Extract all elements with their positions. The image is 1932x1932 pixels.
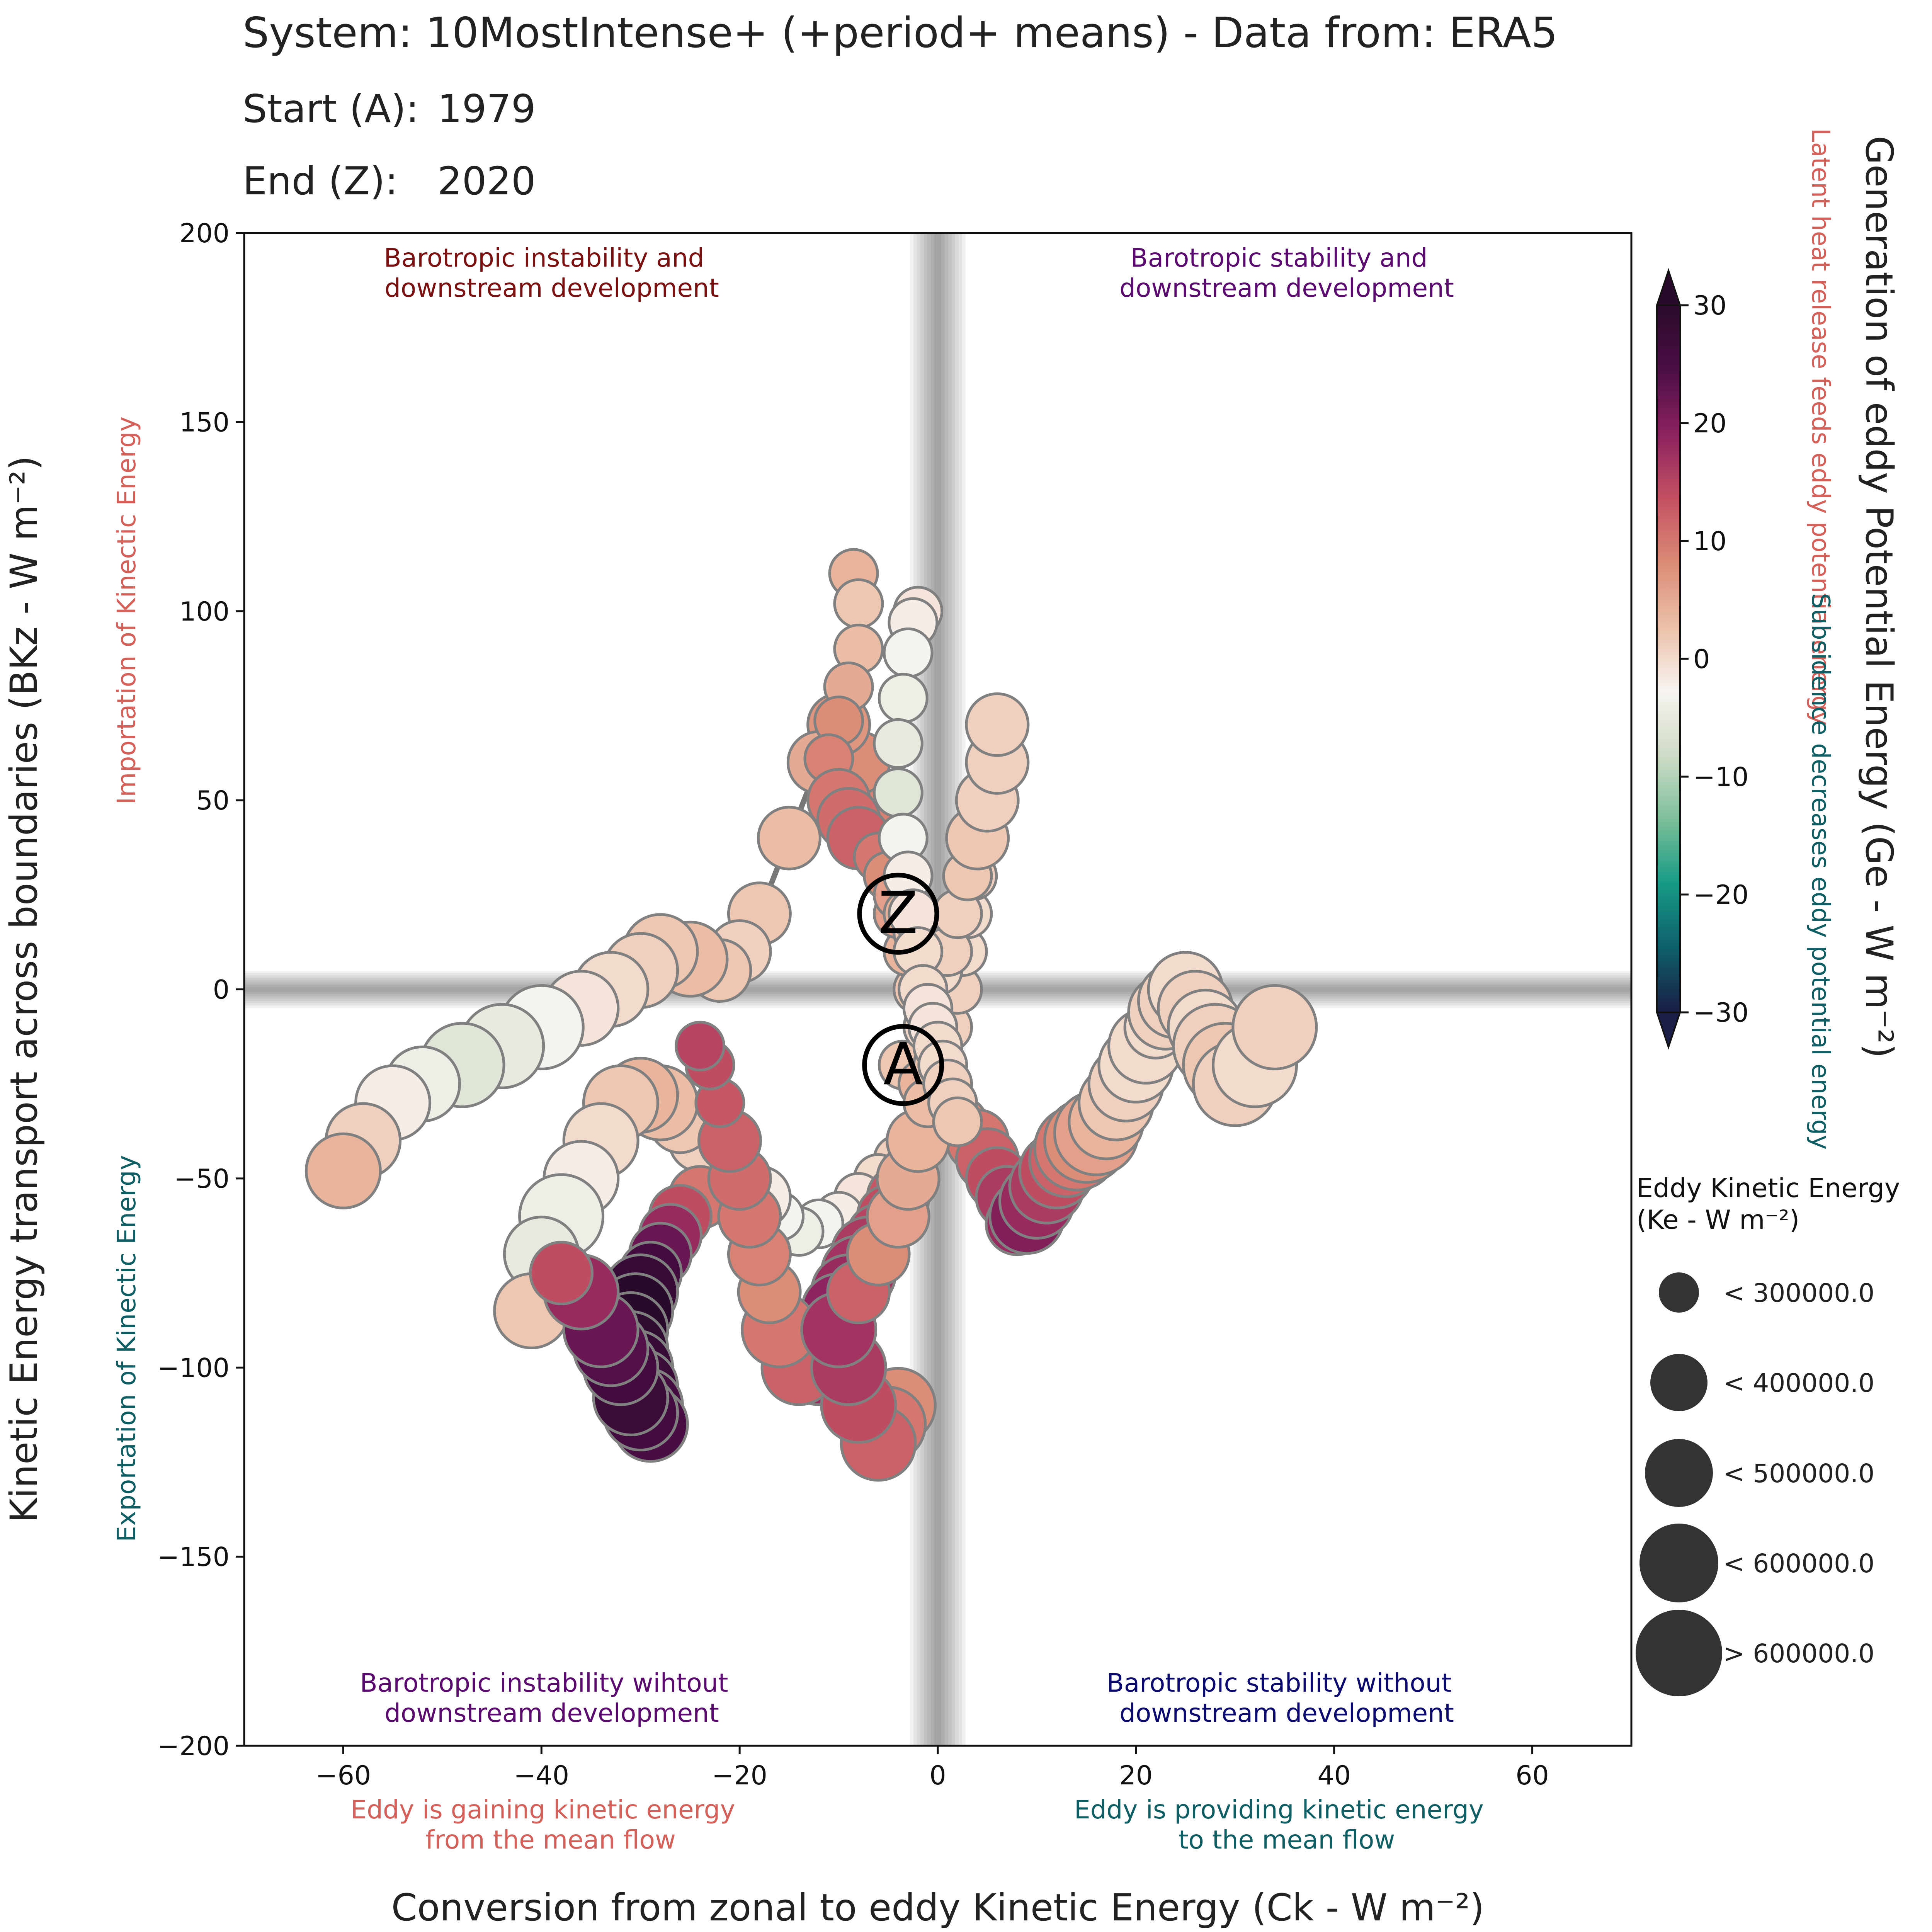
y-negative-note: Exportation of Kinectic Energy — [112, 1155, 141, 1542]
colorbar-label: Generation of eddy Potential Energy (Ge … — [1857, 136, 1901, 1058]
colorbar: −30 −20 −10 0 10 20 30 — [1656, 268, 1749, 1050]
colorbar-tick-label: −10 — [1693, 762, 1749, 793]
quadrant-label-bottom-left-line1: Barotropic instability wihtout — [360, 1668, 728, 1698]
data-point — [675, 1020, 726, 1071]
quadrant-label-top-left-line2: downstream development — [384, 273, 719, 303]
colorbar-tick-label: −20 — [1693, 880, 1749, 910]
quadrant-label-top-left-line1: Barotropic instability and — [384, 243, 704, 273]
y-tick-label: 50 — [196, 786, 230, 816]
x-axis-ticks: −60 −40 −20 0 20 40 60 — [316, 1746, 1549, 1791]
data-point — [878, 673, 929, 724]
y-tick-label: 0 — [213, 975, 230, 1005]
colorbar-tick-label: 10 — [1693, 526, 1727, 557]
size-legend-title: Eddy Kinetic Energy — [1636, 1173, 1900, 1204]
size-legend-subtitle: (Ke - W m⁻²) — [1636, 1205, 1799, 1235]
chart-header-start-value: 1979 — [437, 86, 536, 131]
start-marker-label: A — [883, 1031, 923, 1098]
y-axis-ticks: −200 −150 −100 −50 0 50 100 150 200 — [157, 218, 244, 1762]
x-positive-note-line1: Eddy is providing kinetic energy — [1074, 1795, 1484, 1825]
colorbar-gradient — [1656, 304, 1681, 1013]
size-legend-marker — [1659, 1272, 1699, 1313]
data-points — [304, 548, 1318, 1482]
size-legend-marker — [1639, 1524, 1718, 1602]
x-negative-note-line1: Eddy is gaining kinetic energy — [350, 1795, 735, 1825]
y-tick-label: −200 — [157, 1731, 230, 1762]
size-legend-marker — [1650, 1354, 1708, 1411]
data-point — [1231, 984, 1318, 1070]
y-positive-note: Importation of Kinectic Energy — [112, 417, 141, 804]
data-point — [529, 1241, 594, 1306]
colorbar-extend-top — [1656, 268, 1681, 306]
start-marker-ring — [862, 1024, 944, 1106]
x-tick-label: −20 — [712, 1760, 767, 1791]
x-negative-note-line2: from the mean flow — [425, 1825, 676, 1855]
x-tick-label: 20 — [1119, 1760, 1153, 1791]
colorbar-upper-note: Latent heat release feeds eddy potential… — [1806, 128, 1835, 726]
chart-header-end-label: End (Z): — [243, 158, 398, 204]
size-legend: < 300000.0 < 400000.0 < 500000.0 < 600000.0… — [1636, 1272, 1874, 1696]
y-tick-label: 150 — [179, 407, 230, 438]
data-point — [872, 767, 923, 818]
y-tick-label: 200 — [179, 218, 230, 249]
data-point — [932, 1096, 983, 1147]
x-axis-label: Conversion from zonal to eddy Kinetic En… — [391, 1886, 1485, 1929]
quadrant-label-bottom-right-line2: downstream development — [1119, 1698, 1454, 1728]
quadrant-label-bottom-right-line1: Barotropic stability without — [1107, 1668, 1452, 1698]
colorbar-tick-label: 20 — [1693, 408, 1727, 439]
start-end-markers: AZ — [857, 872, 944, 1106]
end-marker-label: Z — [878, 880, 918, 947]
y-tick-label: 100 — [179, 597, 230, 627]
colorbar-tick-label: 0 — [1693, 644, 1710, 675]
data-point — [965, 692, 1030, 757]
size-legend-marker — [1645, 1439, 1713, 1507]
x-tick-label: 60 — [1515, 1760, 1549, 1791]
y-axis-label: Kinetic Energy transport across boundari… — [2, 456, 46, 1523]
size-legend-label: < 400000.0 — [1723, 1368, 1874, 1398]
data-point — [883, 627, 934, 678]
chart-header-start-label: Start (A): — [243, 86, 419, 131]
data-point — [304, 1132, 382, 1209]
colorbar-extend-bottom — [1656, 1012, 1681, 1050]
x-tick-label: 40 — [1317, 1760, 1351, 1791]
x-tick-label: 0 — [929, 1760, 946, 1791]
size-legend-label: < 600000.0 — [1723, 1549, 1874, 1578]
colorbar-lower-note: Subsidence decreases eddy potential ener… — [1806, 593, 1835, 1150]
quadrant-label-top-right-line2: downstream development — [1119, 273, 1454, 303]
size-legend-label: < 500000.0 — [1723, 1459, 1874, 1488]
x-tick-label: −40 — [514, 1760, 570, 1791]
x-positive-note-line2: to the mean flow — [1179, 1825, 1395, 1855]
y-tick-label: −150 — [157, 1542, 230, 1573]
chart-header-system: System: 10MostIntense+ (+period+ means) … — [243, 9, 1558, 57]
colorbar-tick-label: 30 — [1693, 291, 1727, 321]
x-tick-label: −60 — [316, 1760, 371, 1791]
data-point — [872, 718, 923, 769]
size-legend-marker — [1636, 1610, 1722, 1696]
quadrant-label-top-right-line1: Barotropic stability and — [1131, 243, 1428, 273]
data-point — [757, 806, 821, 871]
y-tick-label: −50 — [174, 1164, 230, 1194]
end-marker-ring — [857, 872, 939, 955]
colorbar-tick-label: −30 — [1693, 998, 1749, 1028]
y-tick-label: −100 — [157, 1353, 230, 1383]
quadrant-label-bottom-left-line2: downstream development — [384, 1698, 719, 1728]
size-legend-label: > 600000.0 — [1723, 1639, 1874, 1668]
size-legend-label: < 300000.0 — [1723, 1278, 1874, 1308]
data-point — [833, 578, 884, 629]
chart-header-end-value: 2020 — [437, 158, 536, 204]
colorbar-ticks: −30 −20 −10 0 10 20 30 — [1680, 291, 1749, 1028]
